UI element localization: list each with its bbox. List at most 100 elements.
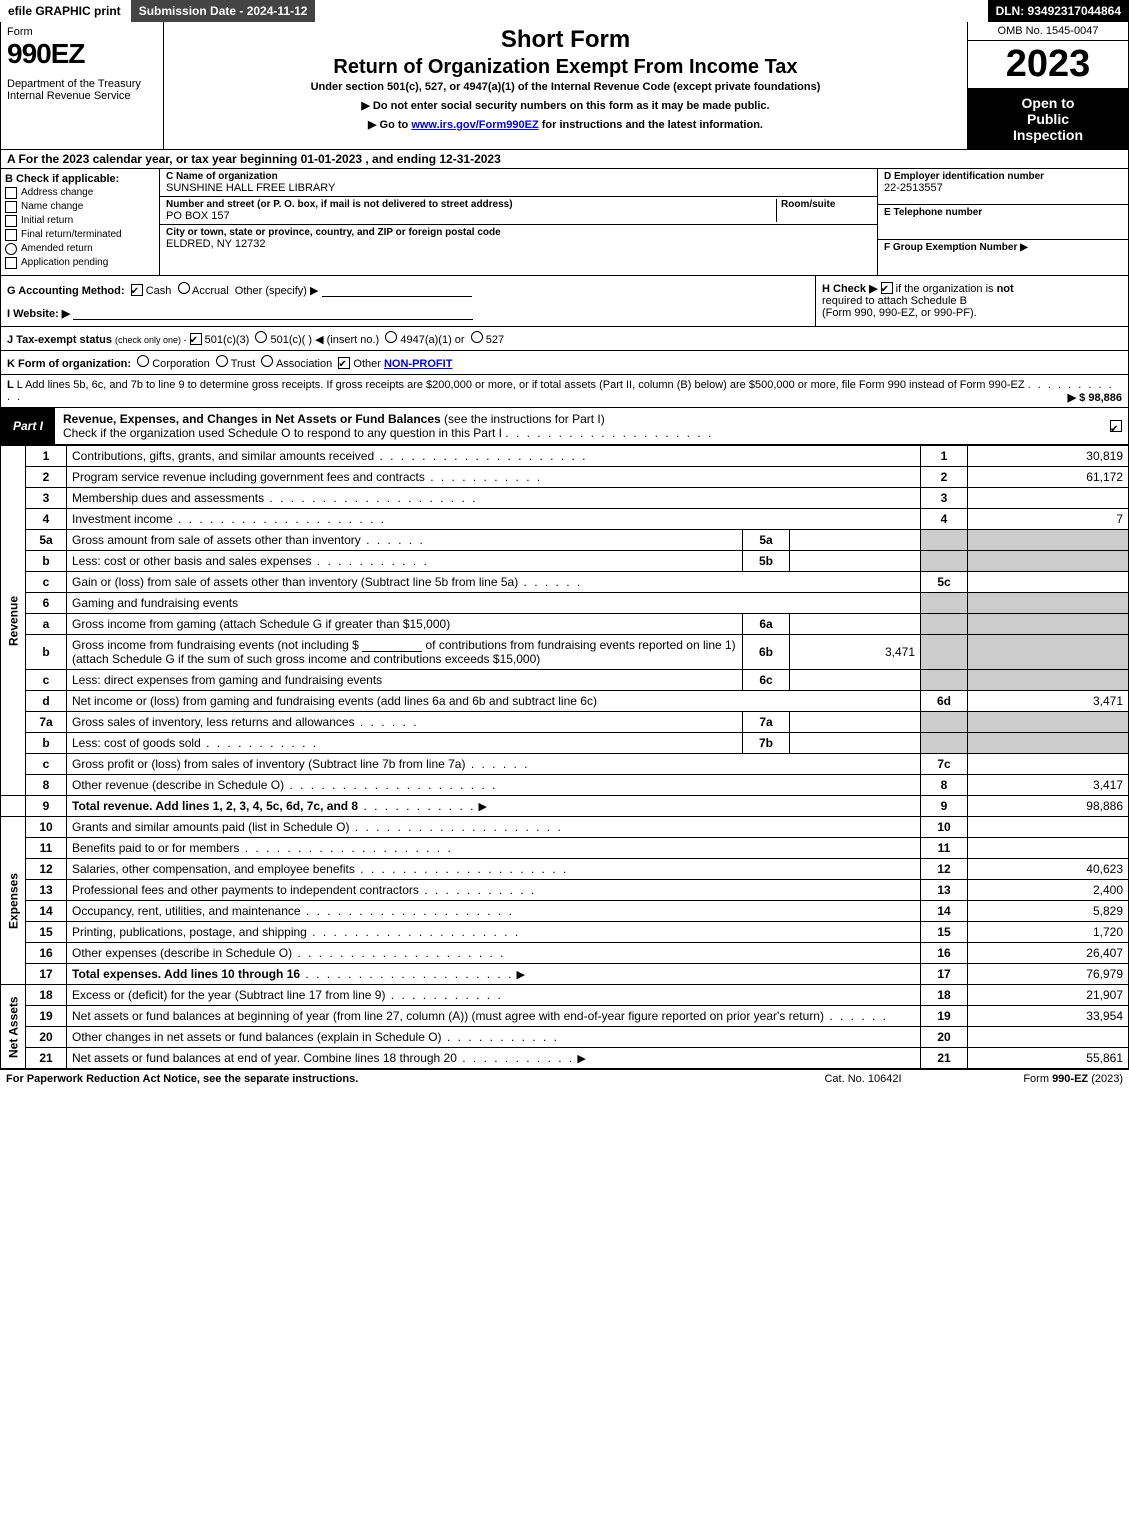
ln6b-grey1: [921, 635, 968, 670]
b-opt-1: Name change: [21, 201, 83, 212]
ln2-rv: 61,172: [968, 467, 1129, 488]
k-other-value[interactable]: NON-PROFIT: [384, 358, 452, 370]
ln10-rn: 10: [921, 817, 968, 838]
chk-4947[interactable]: [385, 331, 397, 343]
ln5a-desc: Gross amount from sale of assets other t…: [72, 533, 361, 547]
form-word: Form: [7, 26, 157, 38]
ln7b-sn: 7b: [743, 733, 790, 754]
ln15-no: 15: [26, 922, 67, 943]
chk-sched-o[interactable]: [1110, 420, 1122, 432]
ln5b-sn: 5b: [743, 551, 790, 572]
chk-amended-return[interactable]: [5, 243, 17, 255]
chk-527[interactable]: [471, 331, 483, 343]
ln12-no: 12: [26, 859, 67, 880]
j-sub: (check only one) -: [115, 335, 187, 345]
chk-assoc[interactable]: [261, 355, 273, 367]
footer-r-pre: Form: [1023, 1073, 1052, 1085]
chk-501c[interactable]: [255, 331, 267, 343]
ln9-rv: 98,886: [968, 796, 1129, 817]
ln1-rn: 1: [921, 446, 968, 467]
i-website-input[interactable]: [73, 307, 473, 320]
row-j-tax-exempt: J Tax-exempt status (check only one) - 5…: [0, 327, 1129, 351]
c-room-label: Room/suite: [781, 199, 871, 210]
org-city: ELDRED, NY 12732: [166, 238, 871, 250]
b-opt-0: Address change: [21, 187, 93, 198]
h-l3: (Form 990, 990-EZ, or 990-PF).: [822, 307, 977, 319]
chk-initial-return[interactable]: [5, 215, 17, 227]
ln1-no: 1: [26, 446, 67, 467]
ln20-rv: [968, 1027, 1129, 1048]
ln17-rv: 76,979: [968, 964, 1129, 985]
ln4-rv: 7: [968, 509, 1129, 530]
chk-name-change[interactable]: [5, 201, 17, 213]
c-street-label: Number and street (or P. O. box, if mail…: [166, 199, 776, 210]
row-gh: G Accounting Method: Cash Accrual Other …: [0, 276, 1129, 327]
d-ein-value: 22-2513557: [884, 182, 1122, 194]
g-accrual: Accrual: [192, 285, 229, 297]
chk-address-change[interactable]: [5, 187, 17, 199]
ln4-no: 4: [26, 509, 67, 530]
row-k-form-org: K Form of organization: Corporation Trus…: [0, 351, 1129, 375]
ln19-rv: 33,954: [968, 1006, 1129, 1027]
j-o1: 501(c)(3): [205, 334, 250, 346]
ln6-grey1: [921, 593, 968, 614]
c-name-label: C Name of organization: [166, 171, 871, 182]
ln7b-desc: Less: cost of goods sold: [72, 736, 201, 750]
header-mid: Short Form Return of Organization Exempt…: [164, 22, 967, 149]
ln8-no: 8: [26, 775, 67, 796]
ln7c-rn: 7c: [921, 754, 968, 775]
ln15-desc: Printing, publications, postage, and shi…: [72, 925, 307, 939]
ln17-rn: 17: [921, 964, 968, 985]
g-other-input[interactable]: [322, 284, 472, 297]
ln6d-rv: 3,471: [968, 691, 1129, 712]
chk-final-return[interactable]: [5, 229, 17, 241]
ln15-rn: 15: [921, 922, 968, 943]
ln6b-sn: 6b: [743, 635, 790, 670]
ln6b-blank[interactable]: [362, 639, 422, 652]
ln21-desc: Net assets or fund balances at end of ye…: [72, 1051, 457, 1065]
ln6d-rn: 6d: [921, 691, 968, 712]
chk-cash[interactable]: [131, 284, 143, 296]
side-net-assets: Net Assets: [1, 985, 26, 1069]
chk-501c3[interactable]: [190, 333, 202, 345]
ln10-desc: Grants and similar amounts paid (list in…: [72, 820, 349, 834]
chk-corp[interactable]: [137, 355, 149, 367]
ln6c-desc: Less: direct expenses from gaming and fu…: [72, 673, 382, 687]
chk-application-pending[interactable]: [5, 257, 17, 269]
submission-date: Submission Date - 2024-11-12: [131, 0, 318, 22]
ln6d-no: d: [26, 691, 67, 712]
ln5c-rn: 5c: [921, 572, 968, 593]
ln18-rn: 18: [921, 985, 968, 1006]
irs-link[interactable]: www.irs.gov/Form990EZ: [411, 119, 538, 131]
efile-label: efile GRAPHIC print: [0, 0, 131, 22]
j-o3: 4947(a)(1) or: [400, 334, 464, 346]
ln5a-sn: 5a: [743, 530, 790, 551]
ln6a-grey2: [968, 614, 1129, 635]
ln4-rn: 4: [921, 509, 968, 530]
ln21-rn: 21: [921, 1048, 968, 1069]
k-o1: Trust: [231, 358, 256, 370]
ln3-desc: Membership dues and assessments: [72, 491, 264, 505]
chk-h[interactable]: [881, 282, 893, 294]
g-cash: Cash: [146, 285, 172, 297]
open-l1: Open to: [974, 95, 1122, 111]
chk-trust[interactable]: [216, 355, 228, 367]
ln6-grey2: [968, 593, 1129, 614]
ln6c-no: c: [26, 670, 67, 691]
ln5a-grey1: [921, 530, 968, 551]
h-label: H Check ▶: [822, 283, 878, 295]
ln5a-no: 5a: [26, 530, 67, 551]
ln2-rn: 2: [921, 467, 968, 488]
org-street: PO BOX 157: [166, 210, 776, 222]
chk-other-org[interactable]: [338, 357, 350, 369]
ln9-rn: 9: [921, 796, 968, 817]
ln8-rv: 3,417: [968, 775, 1129, 796]
header-left: Form 990EZ Department of the Treasury In…: [1, 22, 164, 149]
l-text: L Add lines 5b, 6c, and 7b to line 9 to …: [17, 379, 1025, 391]
side-revenue: Revenue: [1, 446, 26, 796]
ln1-desc: Contributions, gifts, grants, and simila…: [72, 449, 374, 463]
ln17-desc: Total expenses. Add lines 10 through 16: [72, 967, 300, 981]
ln20-desc: Other changes in net assets or fund bala…: [72, 1030, 442, 1044]
ln5c-desc: Gain or (loss) from sale of assets other…: [72, 575, 518, 589]
chk-accrual[interactable]: [178, 282, 190, 294]
